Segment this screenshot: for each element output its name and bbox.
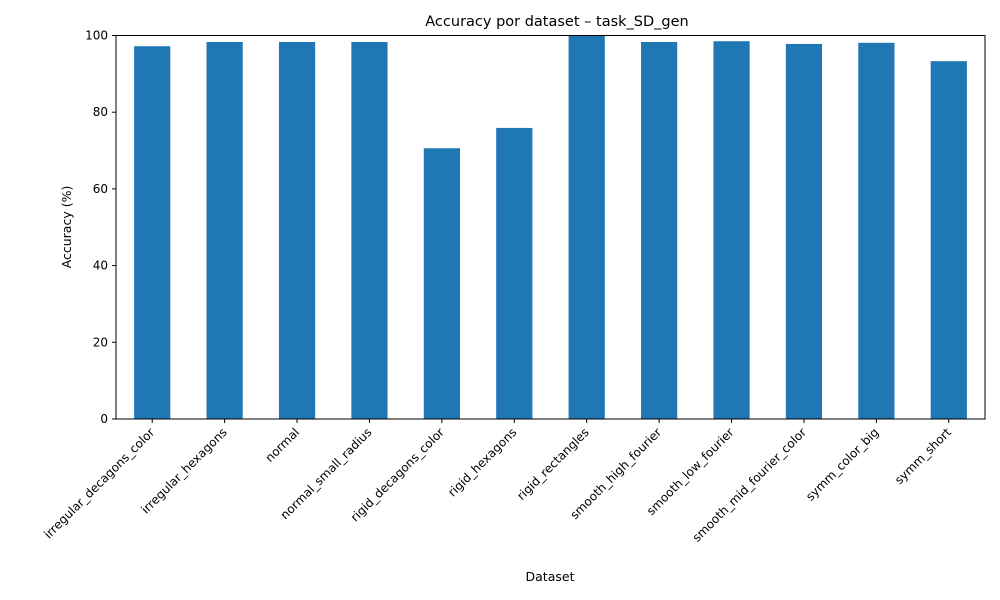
x-axis-ticks: irregular_decagons_colorirregular_hexago… <box>41 419 954 545</box>
bar-smooth_mid_fourier_color <box>785 43 823 419</box>
x-axis-label: Dataset <box>526 569 575 584</box>
y-tick-label: 60 <box>93 182 108 196</box>
bar-irregular_decagons_color <box>134 46 171 419</box>
y-axis-ticks: 0 20 40 60 80 100 <box>85 29 116 426</box>
y-axis-label: Accuracy (%) <box>59 186 74 269</box>
x-tick-label: rigid_hexagons <box>445 425 519 499</box>
y-tick-label: 20 <box>93 335 108 349</box>
bar-smooth_high_fourier <box>641 42 678 419</box>
bars-group <box>134 35 967 420</box>
bar-symm_color_big <box>858 42 895 419</box>
y-tick-label: 100 <box>85 29 108 43</box>
y-tick-label: 0 <box>100 412 108 426</box>
bar-irregular_hexagons <box>206 42 243 419</box>
plot-area-frame <box>115 35 986 420</box>
x-tick-label: symm_color_big <box>803 425 881 503</box>
bar-rigid_decagons_color <box>423 148 460 419</box>
x-tick-label: irregular_decagons_color <box>41 425 157 541</box>
bar-symm_short <box>930 61 967 420</box>
bar-smooth_low_fourier <box>713 41 750 419</box>
x-tick-label: normal <box>263 425 303 465</box>
x-tick-label: symm_short <box>892 425 954 487</box>
y-tick-label: 80 <box>93 105 108 119</box>
bar-normal <box>278 42 316 419</box>
bar-rigid_rectangles <box>568 35 605 420</box>
y-tick-label: 40 <box>93 259 108 273</box>
chart-title: Accuracy por dataset – task_SD_gen <box>425 14 688 30</box>
bar-normal_small_radius <box>351 42 388 419</box>
x-tick-label: rigid_rectangles <box>514 425 592 503</box>
bar-rigid_hexagons <box>496 127 533 420</box>
